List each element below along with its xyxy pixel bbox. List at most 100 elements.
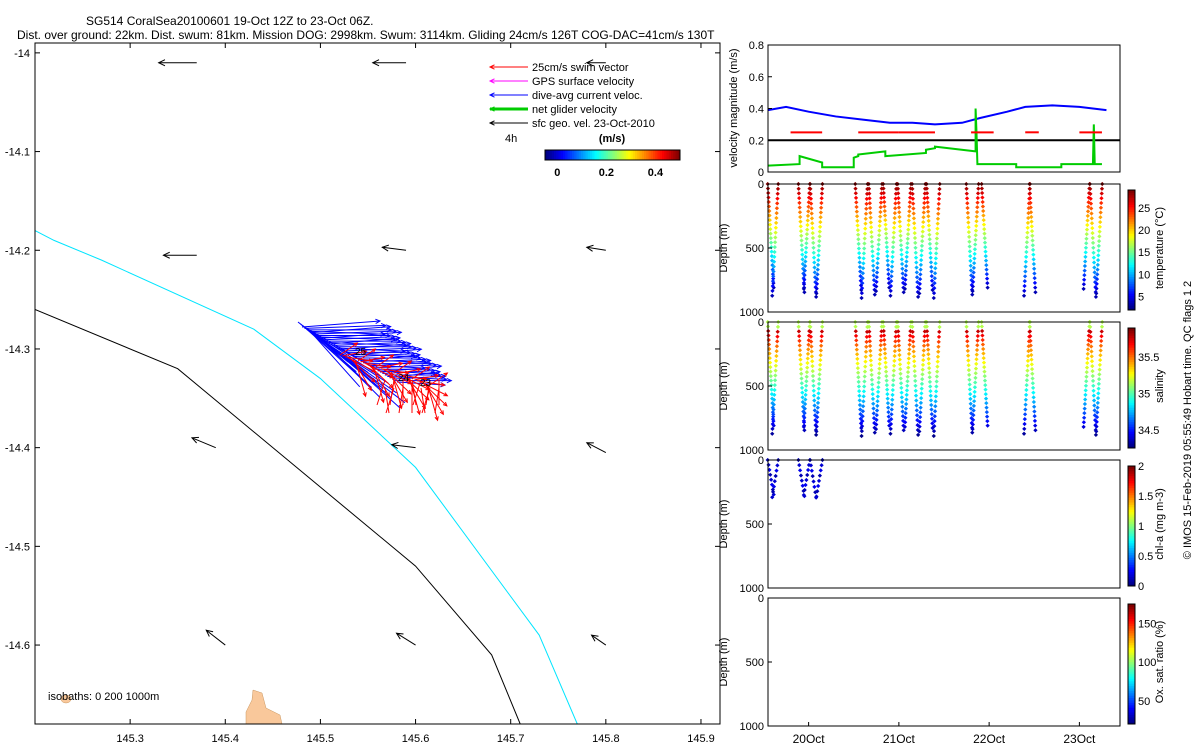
swim-vector [360, 356, 385, 363]
profile-sample [770, 421, 775, 427]
profile-sample [976, 186, 981, 191]
colorbar-swatch [1128, 240, 1135, 244]
profile-sample [861, 261, 866, 266]
profile-sample [906, 222, 911, 228]
swim-vector [429, 372, 448, 386]
profile-sample [1083, 259, 1088, 264]
profile-sample [970, 422, 975, 427]
profile-sample [914, 260, 919, 265]
profile-sample [1029, 219, 1034, 224]
profile-sample [1091, 398, 1097, 403]
geo-velocity-arrowhead [390, 441, 399, 449]
profile-sample [973, 233, 978, 238]
profile-sample [971, 403, 977, 408]
map-y-tick-label: -14.1 [5, 147, 30, 159]
profile-sample [856, 379, 861, 385]
profile-sample [883, 355, 888, 361]
profile-sample [971, 270, 976, 275]
profile-sample [806, 209, 811, 214]
profile-sample [809, 468, 814, 473]
profile-sample [799, 385, 805, 391]
profile-sample [912, 230, 917, 236]
profile-sample [802, 487, 807, 493]
profile-sample [799, 243, 804, 248]
profile-sample [1024, 387, 1029, 393]
velocity-colorbar-swatch [549, 150, 553, 160]
dac-arrowhead [416, 346, 423, 353]
profile-sample [1085, 218, 1090, 223]
velocity-colorbar-swatch [605, 150, 609, 160]
velocity-colorbar-swatch [563, 150, 566, 160]
profile-sample [815, 415, 820, 420]
colorbar-swatch [1128, 266, 1135, 270]
velocity-colorbar-swatch [657, 150, 661, 160]
profile-sample [1098, 210, 1103, 215]
profile-sample [1033, 290, 1038, 295]
profile-sample [1028, 348, 1034, 353]
profile-sample [875, 389, 881, 394]
velocity-colorbar-swatch [648, 150, 652, 160]
profile-sample [891, 240, 896, 245]
colorbar-swatch [1128, 473, 1135, 477]
profile-sample [971, 275, 976, 280]
depth-tick-label: 1000 [740, 721, 764, 733]
dac-vector [311, 326, 391, 334]
colorbar-swatch [1128, 475, 1135, 479]
profile-sample [870, 254, 875, 259]
dac-vector [353, 353, 416, 358]
profile-sample [921, 357, 926, 363]
swim-arrowhead [398, 404, 403, 410]
profile-sample [859, 286, 865, 291]
profile-sample [899, 385, 904, 391]
colorbar-swatch [1128, 293, 1135, 297]
velocity-y-tick-label: 0 [758, 167, 764, 179]
profile-sample [1088, 186, 1093, 192]
colorbar-swatch [1128, 606, 1135, 610]
profile-sample [926, 352, 931, 357]
profile-sample [1089, 216, 1094, 221]
profile-sample [857, 393, 862, 398]
colorbar-swatch [1128, 499, 1135, 503]
profile-sample [983, 387, 988, 392]
colorbar-tick-label: 1.5 [1138, 491, 1153, 503]
profile-sample [804, 232, 810, 237]
profile-sample [934, 389, 939, 394]
profile-sample [980, 190, 985, 196]
profile-sample [901, 290, 906, 295]
profile-sample [889, 407, 894, 412]
profile-sample [897, 214, 902, 220]
profile-sample [1084, 374, 1089, 379]
profile-sample [889, 412, 894, 417]
velocity-colorbar-swatch [650, 150, 654, 160]
profile-sample [929, 402, 934, 408]
velocity-colorbar-swatch [671, 150, 674, 160]
profile-sample [920, 229, 925, 234]
swim-vector [375, 354, 394, 368]
profile-sample [983, 244, 988, 250]
profile-sample [812, 265, 817, 270]
profile-sample [802, 273, 807, 278]
profile-sample [814, 286, 819, 291]
profile-sample [896, 329, 901, 334]
profile-sample [853, 195, 859, 200]
profile-sample [973, 228, 979, 233]
profile-sample [798, 219, 803, 224]
profile-sample [897, 362, 903, 367]
colorbar-swatch [1128, 245, 1135, 249]
profile-sample [1081, 420, 1086, 425]
colorbar-swatch [1128, 492, 1135, 496]
profile-sample [857, 264, 863, 270]
profile-sample [854, 338, 859, 343]
profile-sample [854, 214, 860, 219]
profile-sample [773, 230, 778, 235]
profile-sample [882, 199, 887, 205]
profile-sample [905, 232, 911, 237]
profile-sample [982, 231, 987, 236]
swim-arrowhead [443, 372, 449, 377]
swim-vector [384, 387, 390, 414]
colorbar-swatch [1128, 470, 1135, 474]
profile-sample [897, 210, 902, 215]
profile-sample [812, 484, 817, 490]
colorbar-swatch [1128, 349, 1135, 353]
profile-sample [1096, 391, 1101, 396]
